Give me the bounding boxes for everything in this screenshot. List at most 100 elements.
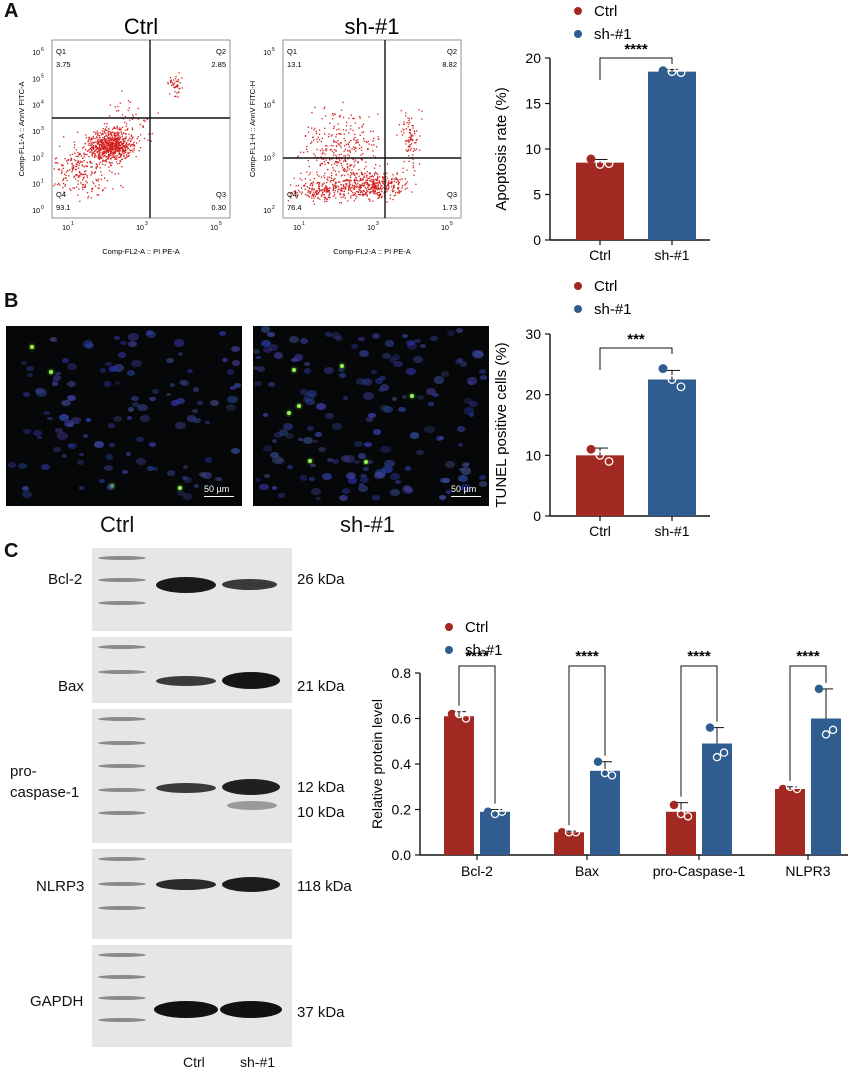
flow-event [326,181,328,184]
flow-event [111,133,113,135]
flow-event [361,131,363,134]
flow-event [371,186,373,189]
ladder-band [98,1017,146,1022]
flow-event [316,148,318,151]
flow-event [96,140,99,143]
flow-xtick-exponent: 3 [376,221,379,227]
flow-event [117,145,119,147]
flow-event [342,196,344,198]
flow-event [365,176,367,179]
flow-event [352,172,354,174]
nucleus [259,483,269,491]
kda-bax: 21 kDa [297,678,345,695]
nucleus [120,340,128,346]
flow-event [113,126,115,129]
flow-event [99,137,101,139]
quadrant-q4-value: 93.1 [56,203,71,212]
nucleus [261,326,271,333]
flow-event [99,156,102,158]
flow-event [334,183,337,185]
data-point [676,382,686,392]
flow-event [410,137,412,140]
flow-event [361,125,363,127]
flow-event [105,129,107,132]
y-tick-label: 0 [533,232,541,248]
flow-event [412,154,414,156]
flow-event [367,178,369,180]
flow-event [119,137,121,139]
nucleus [67,363,78,370]
scale-bar-label: 50 µm [204,484,230,494]
flow-event [65,171,68,173]
flow-event [111,144,113,147]
flow-event [317,197,319,199]
flow-event [174,86,177,88]
flow-event [396,191,399,194]
flow-event [362,123,364,125]
tunel-positive-cell [308,458,313,463]
data-point [676,809,686,819]
flow-event [324,163,326,166]
nucleus [440,477,448,483]
flow-event [96,164,98,166]
flow-event [100,140,103,142]
flow-event [118,132,120,134]
nucleus [105,361,112,367]
flow-event [99,146,101,148]
y-tick-label: 5 [533,187,541,203]
flow-event [354,122,356,124]
flow-event [340,109,343,111]
flow-event [101,139,103,141]
flow-event [84,142,86,145]
nucleus [114,335,121,340]
legend-marker [574,305,582,313]
flow-event [309,188,311,190]
nucleus [478,481,488,487]
flow-event [117,143,119,145]
nucleus [330,332,342,340]
nucleus [374,471,385,480]
flow-event [401,178,403,180]
flow-event [115,156,118,158]
flow-event [120,142,123,145]
flow-event [103,143,105,146]
nucleus [416,449,424,455]
flow-event [138,149,140,152]
flow-xtick-label: 10 [62,225,70,232]
nucleus [398,406,406,413]
flow-event [71,163,73,166]
flow-event [326,200,328,202]
flow-event [364,172,366,175]
flow-event [105,132,107,134]
flow-event [338,188,340,190]
ladder-band [98,600,146,605]
flow-event [131,137,134,139]
flow-event [83,173,85,175]
nucleus [126,370,135,376]
flow-event [100,178,102,181]
nucleus [66,422,74,428]
flow-event [117,156,120,159]
nucleus [103,381,112,387]
flow-event [125,156,128,159]
nucleus [204,420,211,425]
flow-event [329,159,331,161]
flow-event [334,170,337,172]
flow-event [94,153,96,155]
flow-event [354,198,357,200]
flow-event [332,145,334,147]
flow-event [369,173,371,175]
flow-event [72,187,74,189]
flow-event [341,158,343,160]
nucleus [262,445,272,452]
flow-event [107,148,109,150]
flow-event [169,76,172,79]
nucleus [106,484,115,490]
flow-event [102,139,104,141]
flow-event [320,140,322,143]
nucleus [177,490,186,497]
flow-event [405,112,407,114]
data-point [604,159,614,169]
flow-event [103,130,105,133]
quadrant-q3-label: Q3 [216,190,226,199]
